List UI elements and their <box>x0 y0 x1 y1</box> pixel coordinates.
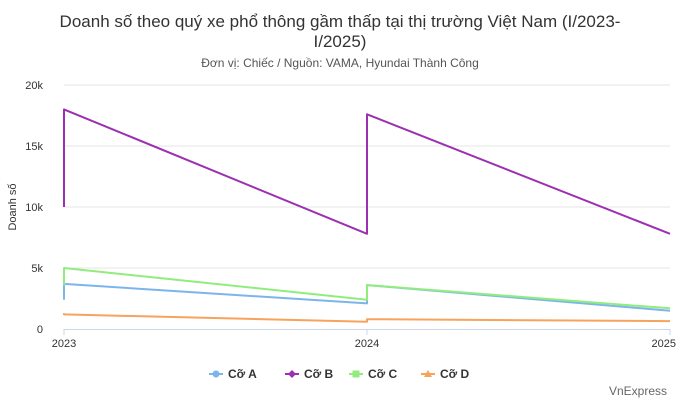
legend-item[interactable]: Cỡ B <box>285 367 334 381</box>
legend-item[interactable]: Cỡ A <box>209 367 257 381</box>
x-axis: 2023 2024 2025 <box>52 329 676 350</box>
legend-label: Cỡ A <box>228 367 257 381</box>
legend-marker <box>352 370 360 378</box>
y-axis-label: Doanh số <box>7 183 19 230</box>
legend: Cỡ A Cỡ B Cỡ C Cỡ D <box>209 367 470 381</box>
legend-label: Cỡ B <box>304 367 334 381</box>
legend-marker <box>212 370 220 378</box>
x-tick-label: 2023 <box>52 338 76 350</box>
series-lines <box>63 108 671 323</box>
chart-subtitle: Đơn vị: Chiếc / Nguồn: VAMA, Hyundai Thà… <box>201 56 479 70</box>
chart-title-line-1: Doanh số theo quý xe phổ thông gầm thấp … <box>60 12 621 31</box>
chart-title-line-2: I/2025) <box>314 32 367 51</box>
y-tick-label: 10k <box>25 202 43 214</box>
series-line-cỡ-c <box>63 267 671 310</box>
legend-item[interactable]: Cỡ C <box>349 367 398 381</box>
y-tick-label: 0 <box>37 324 43 336</box>
legend-marker <box>424 370 432 377</box>
legend-label: Cỡ C <box>368 367 398 381</box>
y-axis-ticks: 0 5k 10k 15k 20k <box>25 80 43 336</box>
x-tick-label: 2024 <box>355 338 379 350</box>
y-tick-label: 5k <box>31 263 43 275</box>
y-tick-label: 20k <box>25 80 43 92</box>
legend-item[interactable]: Cỡ D <box>421 367 470 381</box>
x-tick-label: 2025 <box>652 338 676 350</box>
chart-credit: VnExpress <box>609 384 667 398</box>
legend-label: Cỡ D <box>440 367 470 381</box>
series-line-cỡ-b <box>63 108 671 235</box>
y-tick-label: 15k <box>25 141 43 153</box>
series-line-cỡ-d <box>63 313 671 323</box>
legend-marker <box>288 370 296 378</box>
